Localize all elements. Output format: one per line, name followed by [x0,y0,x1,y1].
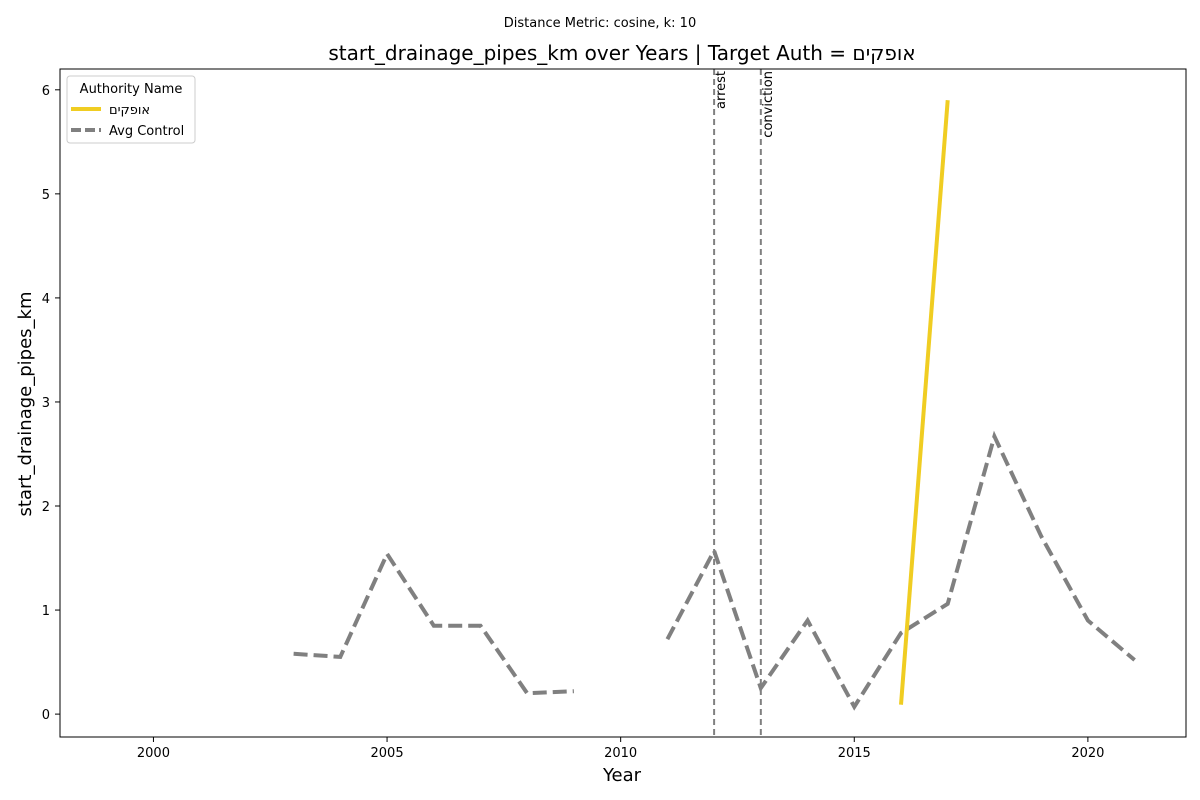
x-tick-label: 2015 [838,746,871,761]
legend: Authority Name אופקים Avg Control [66,75,196,144]
y-tick-label: 4 [42,292,50,307]
y-axis: 0 1 2 3 4 5 6 [42,84,60,723]
legend-title: Authority Name [80,82,183,97]
legend-label-control: Avg Control [109,124,184,139]
x-tick-label: 2005 [371,746,404,761]
y-tick-label: 0 [42,708,50,723]
x-tick-label: 2020 [1071,746,1104,761]
chart-suptitle: Distance Metric: cosine, k: 10 [504,16,696,31]
x-axis: 2000 2005 2010 2015 2020 [137,737,1104,761]
y-tick-label: 2 [42,500,50,515]
plot-frame [59,68,1187,738]
x-tick-label: 2010 [604,746,637,761]
chart-title: start_drainage_pipes_km over Years | Tar… [328,41,915,65]
legend-box [66,75,196,144]
y-tick-label: 3 [42,396,50,411]
plot-area: arrest conviction [293,69,1136,737]
y-tick-label: 5 [42,188,50,203]
event-label: arrest [714,71,729,109]
series-line-control [665,430,1136,711]
y-tick-label: 1 [42,604,50,619]
series-line-target [899,100,950,705]
event-label: conviction [761,71,776,138]
y-tick-label: 6 [42,84,50,99]
legend-label-target: אופקים [109,103,150,118]
y-axis-label: start_drainage_pipes_km [15,292,36,517]
x-tick-label: 2000 [137,746,170,761]
x-axis-label: Year [602,765,642,786]
series-line-control [293,549,574,696]
